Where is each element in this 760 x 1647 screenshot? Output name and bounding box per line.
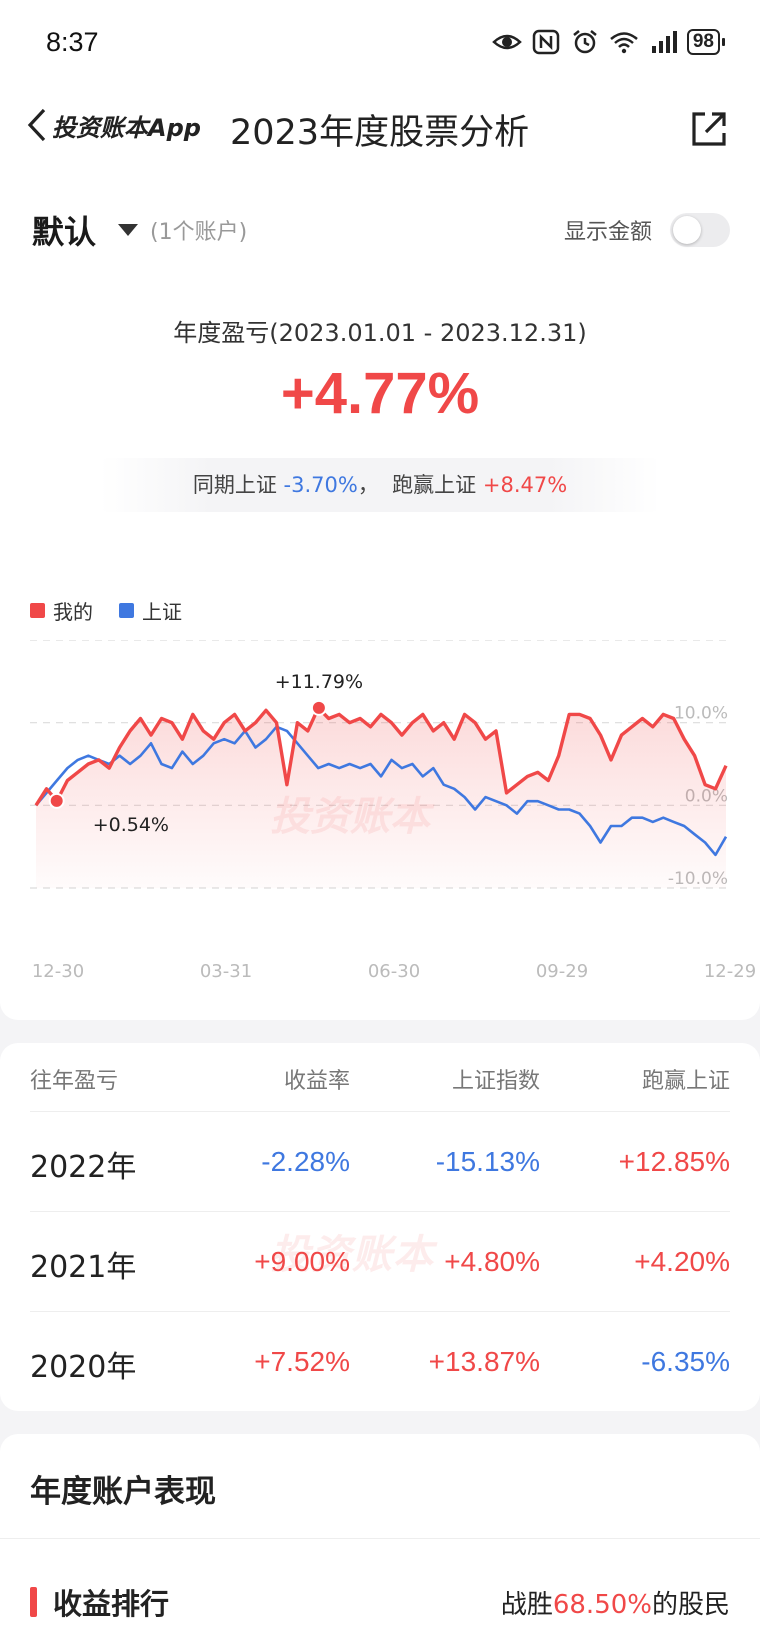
y-tick-label: 10.0% [674, 704, 728, 724]
x-tick-label: 06-30 [368, 961, 420, 982]
caret-down-icon[interactable] [118, 224, 139, 236]
performance-title: 年度账户表现 [30, 1474, 216, 1510]
history-header: 往年盈亏 收益率 上证指数 跑赢上证 [30, 1063, 730, 1103]
history-header-beat: 跑赢上证 [641, 1069, 730, 1094]
show-amount-toggle[interactable] [670, 213, 730, 247]
signal-icon [651, 31, 677, 53]
history-header-index: 上证指数 [451, 1069, 540, 1094]
annotation-label: +0.54% [93, 814, 169, 836]
annotation-dot [48, 792, 65, 809]
index-compare: 同期上证 -3.70%， 跑赢上证 +8.47% [100, 458, 660, 512]
beat-value: +8.47% [482, 473, 568, 497]
status-icons: 98 [492, 29, 726, 55]
history-row[interactable]: 2021年 +9.00% +4.80% +4.20% [30, 1211, 730, 1311]
legend-mine-label: 我的 [53, 600, 93, 624]
beat-prefix: 跑赢上证 [392, 473, 477, 497]
rank-summary: 战胜68.50%的股民 [501, 1584, 730, 1621]
history-index: +13.87% [428, 1346, 540, 1377]
show-amount-control: 显示金额 [564, 213, 730, 247]
history-return: +9.00% [254, 1246, 350, 1277]
history-beat: +4.20% [634, 1246, 730, 1277]
history-year: 2022年 [30, 1150, 137, 1185]
rank-row[interactable]: 收益排行 战胜68.50%的股民 [30, 1580, 730, 1624]
rank-accent-bar [30, 1587, 37, 1617]
history-beat: +12.85% [618, 1146, 730, 1177]
history-beat: -6.35% [641, 1346, 730, 1377]
page-title: 2023年度股票分析 [230, 113, 530, 153]
annual-pnl-value: +4.77% [280, 361, 480, 426]
back-button[interactable]: 投资账本App [24, 106, 201, 144]
compare-separator: ， [357, 473, 379, 497]
history-year: 2021年 [30, 1250, 137, 1285]
compare-value: -3.70% [283, 473, 358, 497]
y-tick-label: 20.0% [674, 640, 728, 641]
account-selector[interactable]: 默认 [32, 213, 97, 251]
eye-icon [492, 34, 522, 50]
annotation-label: +11.79% [275, 671, 363, 693]
history-index: +4.80% [444, 1246, 540, 1277]
index-series-line [35, 725, 728, 857]
history-year: 2020年 [30, 1350, 137, 1385]
status-time: 8:37 [46, 26, 99, 57]
x-tick-label: 03-31 [200, 961, 252, 982]
history-return: -2.28% [261, 1146, 350, 1177]
history-row[interactable]: 2022年 -2.28% -15.13% +12.85% [30, 1111, 730, 1211]
chevron-left-icon [27, 108, 46, 142]
status-bar: 8:37 98 [46, 24, 726, 60]
account-row: 默认 (1个账户) 显示金额 [32, 205, 730, 255]
back-label: 投资账本App [52, 113, 201, 142]
table-watermark: 投资账本 [270, 1232, 434, 1278]
history-header-year: 往年盈亏 [30, 1069, 119, 1094]
pnl-line-chart[interactable]: 20.0%10.0%0.0%-10.0%12-3003-3106-3009-29… [0, 640, 760, 1000]
history-index: -15.13% [435, 1146, 540, 1177]
history-row[interactable]: 2020年 +7.52% +13.87% -6.35% [30, 1311, 730, 1411]
account-count: (1个账户) [150, 220, 248, 245]
nfc-icon [532, 29, 560, 55]
mine-area [36, 707, 726, 888]
battery-level: 98 [686, 29, 726, 55]
performance-card: 年度账户表现 [0, 1434, 760, 1647]
x-tick-label: 12-30 [32, 961, 84, 982]
alarm-icon [573, 30, 597, 54]
x-tick-label: 09-29 [536, 961, 588, 982]
nav-bar: 投资账本App 2023年度股票分析 [0, 100, 760, 160]
performance-divider [0, 1538, 760, 1539]
legend-index-label: 上证 [142, 600, 182, 624]
legend-mine: 我的 [30, 596, 93, 625]
history-card: 往年盈亏 收益率 上证指数 跑赢上证 2022年 -2.28% -15.13% … [0, 1043, 760, 1411]
legend-swatch-mine [30, 603, 45, 618]
rank-title: 收益排行 [53, 1587, 170, 1621]
legend-index: 上证 [119, 596, 182, 625]
history-header-return: 收益率 [283, 1069, 350, 1094]
share-icon[interactable] [688, 108, 730, 150]
history-return: +7.52% [254, 1346, 350, 1377]
chart-legend: 我的 上证 [30, 596, 182, 625]
legend-swatch-index [119, 603, 134, 618]
rank-suffix: 的股民 [651, 1589, 730, 1620]
toggle-knob [673, 216, 701, 244]
rank-value: 68.50% [552, 1589, 652, 1620]
wifi-icon [610, 32, 638, 54]
rank-prefix: 战胜 [500, 1589, 553, 1620]
x-tick-label: 12-29 [704, 961, 756, 982]
annual-pnl-label: 年度盈亏(2023.01.01 - 2023.12.31) [173, 319, 587, 347]
annotation-dot [310, 699, 327, 716]
compare-prefix: 同期上证 [192, 473, 277, 497]
show-amount-label: 显示金额 [563, 220, 652, 245]
mine-series-line [34, 706, 728, 807]
